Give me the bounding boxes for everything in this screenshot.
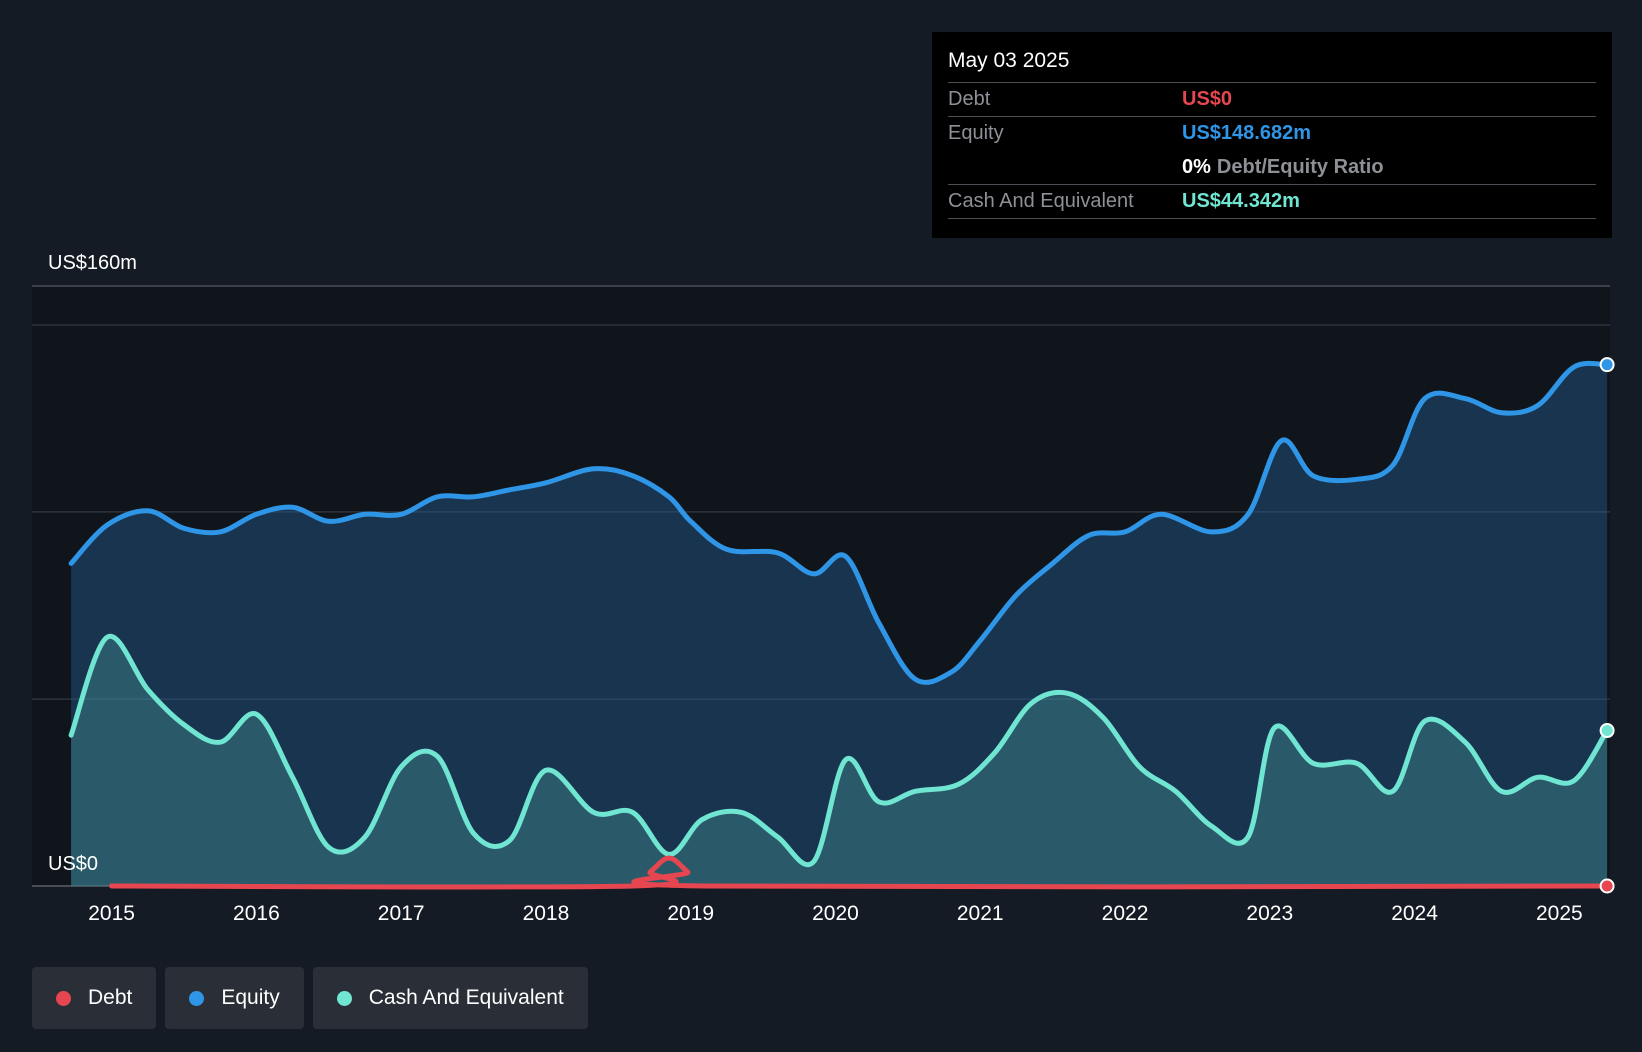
tooltip-row-debt: Debt US$0 xyxy=(948,82,1596,116)
legend-debt-label: Debt xyxy=(88,986,133,1009)
equity-area xyxy=(71,363,1608,886)
tooltip-cash-value: US$44.342m xyxy=(1182,190,1300,212)
tooltip-equity-value: US$148.682m xyxy=(1182,122,1311,144)
cash-and-equivalent-area xyxy=(71,636,1608,886)
equity-endpoint xyxy=(1599,357,1615,373)
x-tick-label: 2019 xyxy=(667,902,714,925)
x-tick-label: 2025 xyxy=(1536,902,1583,925)
equity-dot-icon xyxy=(189,990,205,1006)
x-axis-ticks: 2015 2016 2017 2018 2019 2020 2021 2022 2023 2024… xyxy=(88,902,1582,925)
tooltip-ratio-label: Debt/Equity Ratio xyxy=(1216,156,1384,178)
x-tick-label: 2023 xyxy=(1246,902,1293,925)
series-endpoints xyxy=(1599,357,1615,894)
x-tick-label: 2020 xyxy=(812,902,859,925)
legend: Debt Equity Cash And Equivalent xyxy=(32,967,588,1029)
tooltip-row-cash: Cash And Equivalent US$44.342m xyxy=(948,184,1596,219)
debt-dot-icon xyxy=(56,990,71,1006)
legend-item-debt[interactable]: Debt xyxy=(32,967,157,1029)
tooltip-equity-label: Equity xyxy=(948,122,1004,144)
tooltip-row-ratio: 0% Debt/Equity Ratio xyxy=(948,150,1596,184)
tooltip-debt-label: Debt xyxy=(948,88,991,110)
x-tick-label: 2021 xyxy=(957,902,1004,925)
debt-endpoint xyxy=(1599,878,1615,894)
cash-and-equivalent-endpoint xyxy=(1599,723,1615,739)
legend-item-equity[interactable]: Equity xyxy=(165,967,304,1029)
x-tick-label: 2022 xyxy=(1102,902,1149,925)
series-areas xyxy=(71,363,1608,886)
tooltip-debt-value: US$0 xyxy=(1182,88,1233,110)
series-lines xyxy=(68,360,1610,890)
x-tick-label: 2024 xyxy=(1391,902,1438,925)
x-tick-label: 2015 xyxy=(88,902,135,925)
legend-item-cash[interactable]: Cash And Equivalent xyxy=(312,967,588,1029)
tooltip: May 03 2025 Debt US$0 Equity US$148.682m… xyxy=(932,32,1612,238)
x-tick-label: 2017 xyxy=(378,902,425,925)
legend-equity-label: Equity xyxy=(221,986,280,1009)
cash-dot-icon xyxy=(336,990,352,1006)
debt-line xyxy=(109,855,1610,890)
cash-and-equivalent-line xyxy=(68,633,1610,867)
tooltip-row-equity: Equity US$148.682m xyxy=(948,116,1596,150)
tooltip-cash-label: Cash And Equivalent xyxy=(948,190,1134,212)
tooltip-date: May 03 2025 xyxy=(948,49,1070,72)
tooltip-ratio-value: 0% xyxy=(1182,156,1211,178)
x-tick-label: 2016 xyxy=(233,902,280,925)
legend-cash-label: Cash And Equivalent xyxy=(368,986,564,1009)
y-axis-top-label: US$160m xyxy=(48,252,137,274)
y-axis-bottom-label: US$0 xyxy=(48,853,98,875)
equity-line xyxy=(68,360,1610,685)
x-tick-label: 2018 xyxy=(523,902,570,925)
